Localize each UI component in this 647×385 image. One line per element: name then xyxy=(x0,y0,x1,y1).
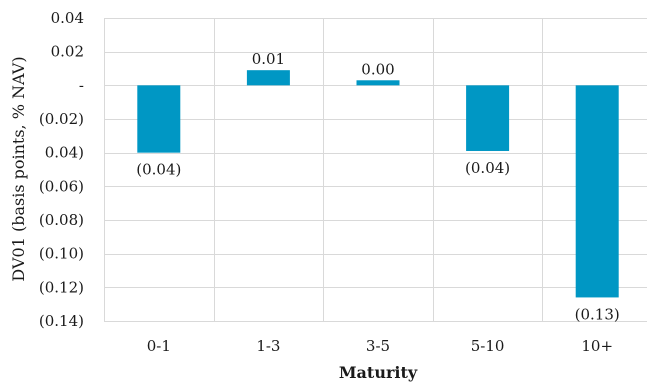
data-label: (0.04) xyxy=(136,161,181,179)
y-tick-label: (0.10) xyxy=(39,245,84,263)
y-tick-label: 0.04) xyxy=(45,144,84,162)
y-tick-label: (0.12) xyxy=(39,278,84,296)
x-tick-label: 3-5 xyxy=(366,337,390,355)
bar-1-3 xyxy=(246,70,290,86)
data-label: 0.00 xyxy=(361,60,394,78)
x-tick-label: 0-1 xyxy=(147,337,171,355)
y-axis-title: DV01 (basis points, % NAV) xyxy=(9,56,28,281)
bar-5-10 xyxy=(466,85,510,151)
x-tick-label: 5-10 xyxy=(471,337,505,355)
bar-3-5 xyxy=(356,80,400,86)
y-tick-label: (0.14) xyxy=(39,312,84,330)
y-tick-label: (0.02) xyxy=(39,110,84,128)
bar-0-1 xyxy=(137,85,181,153)
gridlines xyxy=(104,18,647,322)
y-tick-label: (0.08) xyxy=(39,211,84,229)
data-label: 0.01 xyxy=(252,50,285,68)
data-label: (0.04) xyxy=(465,159,510,177)
y-tick-label: 0.02 xyxy=(51,43,84,61)
y-tick-labels: 0.04 0.02 - (0.02) 0.04) (0.06) (0.08) (0.10) (0… xyxy=(39,9,84,330)
data-label: (0.13) xyxy=(575,305,620,323)
x-axis-title: Maturity xyxy=(339,363,418,382)
data-labels: (0.04) 0.01 0.00 (0.04) (0.13) xyxy=(136,50,620,323)
x-tick-label: 10+ xyxy=(581,337,613,355)
bar-10+ xyxy=(575,85,619,298)
bars xyxy=(137,70,619,298)
y-tick-label: (0.06) xyxy=(39,177,84,195)
x-tick-labels: 0-1 1-3 3-5 5-10 10+ xyxy=(147,337,613,355)
x-tick-label: 1-3 xyxy=(256,337,280,355)
y-tick-label: 0.04 xyxy=(51,9,84,27)
y-tick-label: - xyxy=(79,76,84,94)
